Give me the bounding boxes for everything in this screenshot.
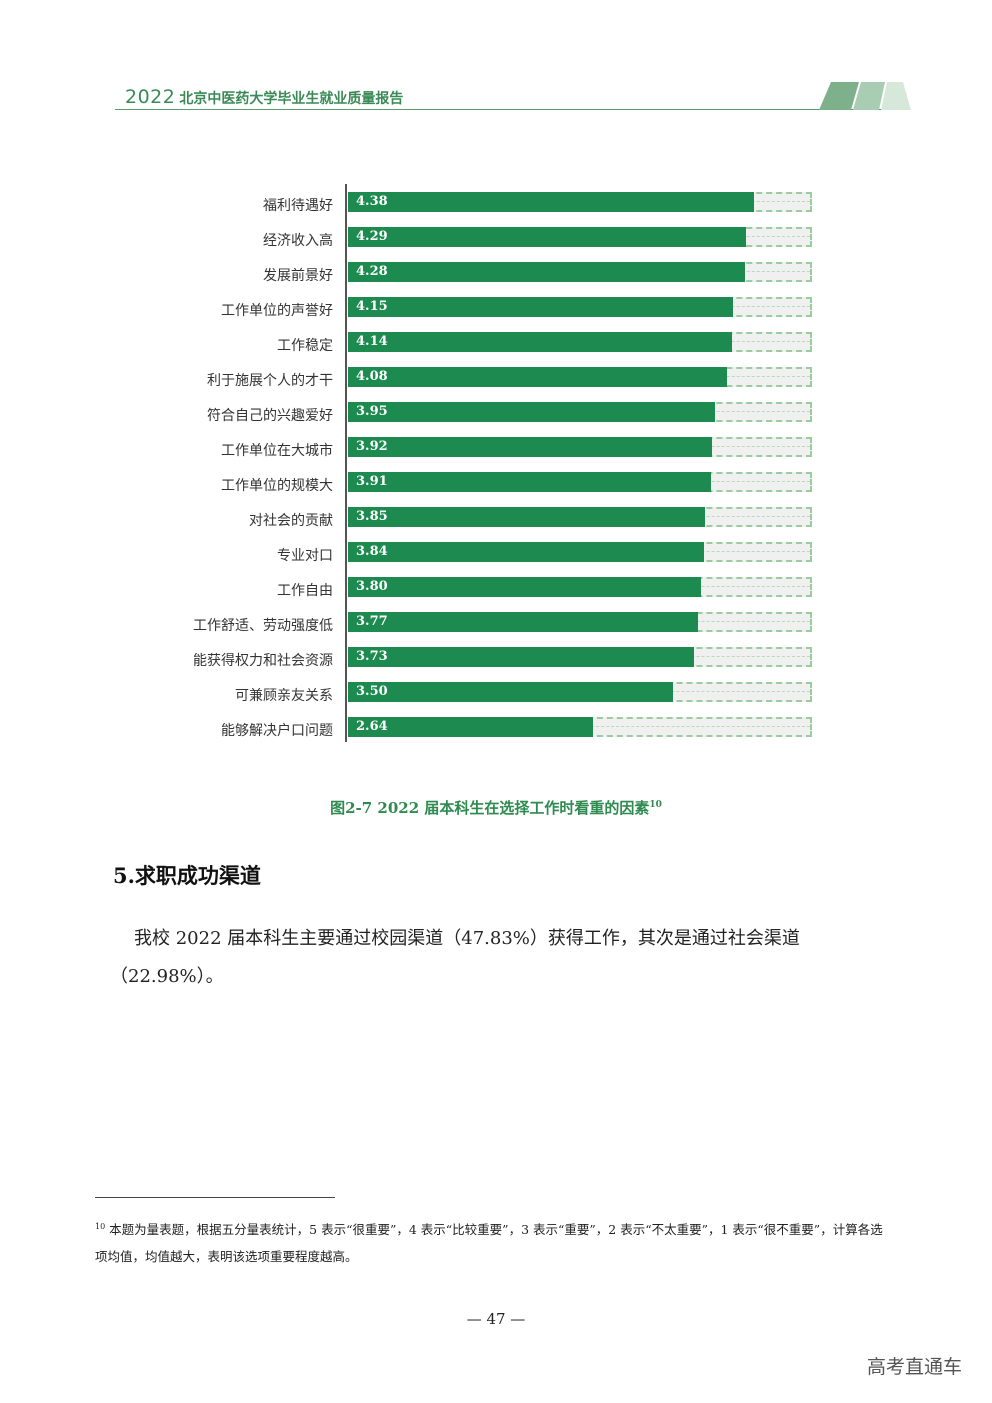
chart-row: 福利待遇好 4.38 <box>0 188 992 223</box>
bar <box>348 437 712 457</box>
bar-value-label: 3.91 <box>356 474 388 489</box>
bar-value-label: 3.95 <box>356 404 388 419</box>
chart-row: 能获得权力和社会资源 3.73 <box>0 643 992 678</box>
chart-row: 利于施展个人的才干 4.08 <box>0 363 992 398</box>
bar <box>348 262 745 282</box>
bar <box>348 227 746 247</box>
bar <box>348 577 701 597</box>
bar <box>348 297 733 317</box>
bar <box>348 612 698 632</box>
footnote: 10 本题为量表题，根据五分量表统计，5 表示“很重要”，4 表示“比较重要”，… <box>95 1213 885 1270</box>
category-label: 工作单位的声誉好 <box>221 303 333 319</box>
figure-caption: 图2-7 2022 届本科生在选择工作时看重的因素10 <box>0 797 992 818</box>
footnote-rule <box>95 1197 335 1198</box>
category-label: 福利待遇好 <box>263 198 333 214</box>
chart-row: 符合自己的兴趣爱好 3.95 <box>0 398 992 433</box>
caption-footnote-ref: 10 <box>649 800 662 810</box>
factor-bar-chart: 福利待遇好 4.38 经济收入高 4.29 发展前景好 4.28 工作单位的声誉好 4.15 工… <box>0 180 992 750</box>
bar <box>348 472 711 492</box>
chart-row: 工作自由 3.80 <box>0 573 992 608</box>
bar <box>348 192 754 212</box>
bar <box>348 647 694 667</box>
bar-value-label: 3.80 <box>356 579 388 594</box>
category-label: 工作单位的规模大 <box>221 478 333 494</box>
chart-row: 能够解决户口问题 2.64 <box>0 713 992 748</box>
bar-value-label: 3.92 <box>356 439 388 454</box>
footnote-text: 本题为量表题，根据五分量表统计，5 表示“很重要”，4 表示“比较重要”，3 表… <box>95 1222 883 1265</box>
chart-row: 工作舒适、劳动强度低 3.77 <box>0 608 992 643</box>
bar-value-label: 4.28 <box>356 264 388 279</box>
category-label: 对社会的贡献 <box>249 513 333 529</box>
caption-text: 图2-7 2022 届本科生在选择工作时看重的因素 <box>330 799 650 817</box>
category-label: 工作稳定 <box>277 338 333 354</box>
bar-value-label: 3.50 <box>356 684 388 699</box>
header-title: 2022 北京中医药大学毕业生就业质量报告 <box>125 86 403 108</box>
bar-value-label: 3.77 <box>356 614 388 629</box>
bar-value-label: 3.85 <box>356 509 388 524</box>
chart-row: 工作单位在大城市 3.92 <box>0 433 992 468</box>
bar <box>348 717 593 737</box>
chart-row: 发展前景好 4.28 <box>0 258 992 293</box>
category-label: 工作舒适、劳动强度低 <box>193 618 333 634</box>
chart-axis <box>345 184 347 742</box>
bar-value-label: 4.14 <box>356 334 388 349</box>
page-header: 2022 北京中医药大学毕业生就业质量报告 <box>115 82 911 112</box>
bar <box>348 682 673 702</box>
category-label: 经济收入高 <box>263 233 333 249</box>
page-number: — 47 — <box>466 1310 526 1328</box>
header-decoration-icon <box>819 82 911 110</box>
bar-value-label: 3.84 <box>356 544 388 559</box>
chart-row: 对社会的贡献 3.85 <box>0 503 992 538</box>
category-label: 工作自由 <box>277 583 333 599</box>
section-paragraph: 我校 2022 届本科生主要通过校园渠道（47.83%）获得工作，其次是通过社会… <box>110 928 800 987</box>
category-label: 工作单位在大城市 <box>221 443 333 459</box>
footnote-number: 10 <box>95 1222 106 1231</box>
chart-row: 工作单位的规模大 3.91 <box>0 468 992 503</box>
category-label: 符合自己的兴趣爱好 <box>207 408 333 424</box>
category-label: 发展前景好 <box>263 268 333 284</box>
bar <box>348 542 704 562</box>
bar <box>348 402 715 422</box>
category-label: 专业对口 <box>277 548 333 564</box>
chart-row: 专业对口 3.84 <box>0 538 992 573</box>
watermark: 高考直通车 <box>866 1356 962 1378</box>
category-label: 能够解决户口问题 <box>221 723 333 739</box>
bar-value-label: 4.38 <box>356 194 388 209</box>
chart-row: 工作单位的声誉好 4.15 <box>0 293 992 328</box>
category-label: 能获得权力和社会资源 <box>193 653 333 669</box>
bar <box>348 507 705 527</box>
chart-row: 工作稳定 4.14 <box>0 328 992 363</box>
chart-row: 可兼顾亲友关系 3.50 <box>0 678 992 713</box>
header-rule <box>115 109 910 110</box>
bar-value-label: 4.08 <box>356 369 388 384</box>
bar <box>348 332 732 352</box>
category-label: 利于施展个人的才干 <box>207 373 333 389</box>
bar-value-label: 4.15 <box>356 299 388 314</box>
header-year: 2022 <box>125 86 176 108</box>
section-heading: 5.求职成功渠道 <box>113 863 261 888</box>
bar-value-label: 2.64 <box>356 719 388 734</box>
header-text: 北京中医药大学毕业生就业质量报告 <box>179 91 404 107</box>
chart-row: 经济收入高 4.29 <box>0 223 992 258</box>
category-label: 可兼顾亲友关系 <box>235 688 333 704</box>
bar-value-label: 3.73 <box>356 649 388 664</box>
bar <box>348 367 727 387</box>
bar-value-label: 4.29 <box>356 229 388 244</box>
